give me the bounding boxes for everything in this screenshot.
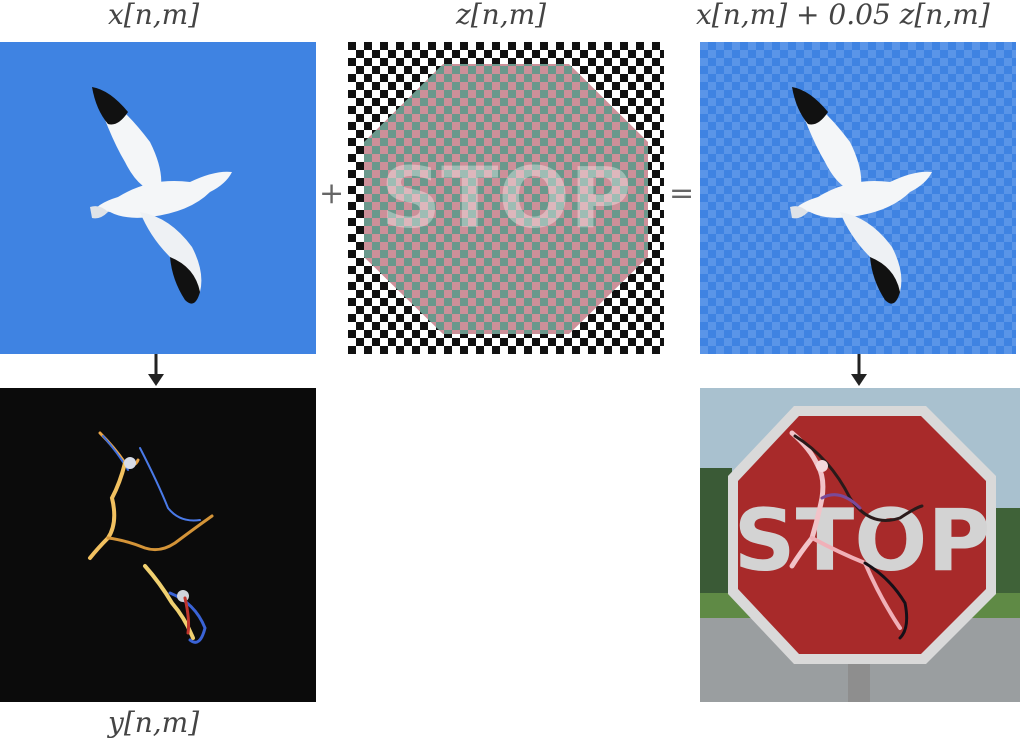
edge-response-image <box>0 388 316 702</box>
perturbed-image-panel <box>700 42 1016 354</box>
perturbation-panel: STOP <box>348 42 664 354</box>
edge-strokes <box>88 431 214 644</box>
label-sum: x[n,m] + 0.05 z[n,m] <box>696 0 990 31</box>
goose-image <box>0 42 316 354</box>
checkerboard-perturbation: STOP <box>348 42 664 354</box>
label-z: z[n,m] <box>456 0 547 31</box>
original-output-panel <box>0 388 316 702</box>
perturbation-strokes <box>789 430 924 640</box>
goose-image-perturbed <box>700 42 1016 354</box>
down-arrow-icon <box>851 354 867 386</box>
original-image-panel <box>0 42 316 354</box>
perturbed-output-panel: STOP <box>700 388 1020 702</box>
stop-text-ghost: STOP <box>381 149 632 247</box>
goose-shape-perturbed <box>790 87 932 304</box>
equals-operator: = <box>669 176 695 211</box>
label-y: y[n,m] <box>108 706 200 739</box>
goose-shape <box>90 87 232 304</box>
down-arrow-icon <box>148 354 164 386</box>
label-x: x[n,m] <box>108 0 200 31</box>
stop-text: STOP <box>734 491 991 591</box>
plus-operator: + <box>319 176 345 211</box>
stop-sign-image: STOP <box>700 388 1020 702</box>
